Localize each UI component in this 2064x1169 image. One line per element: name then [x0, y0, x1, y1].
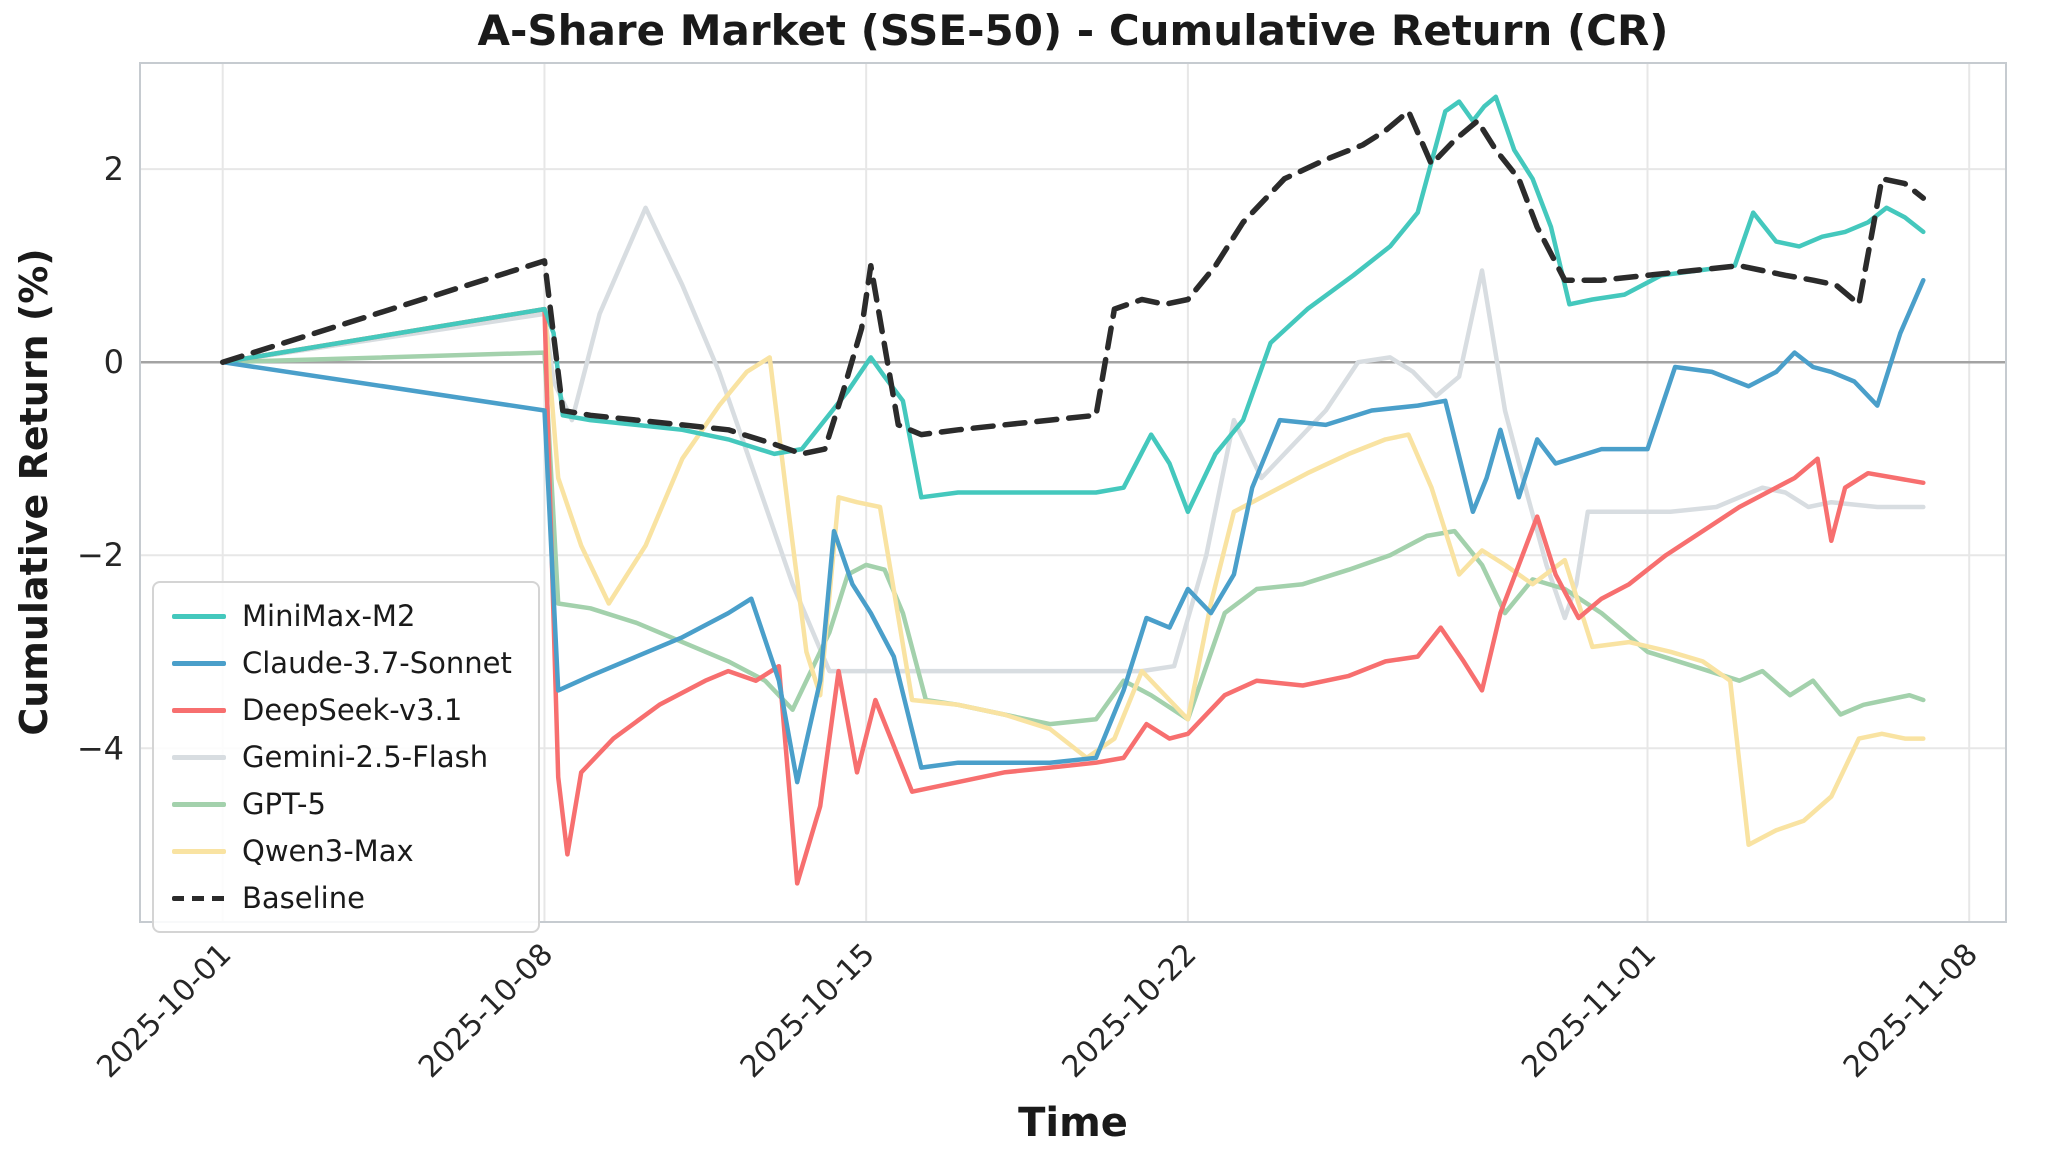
y-tick-label: 2 [104, 150, 124, 188]
legend-item-Baseline: Baseline [172, 881, 512, 915]
series-line-Claude-3.7-Sonnet [220, 277, 1926, 785]
y-tick-label: −4 [77, 729, 124, 767]
x-tick-label: 2025-10-01 [90, 937, 238, 1085]
series-line-Gemini-2.5-Flash [220, 205, 1926, 674]
legend-label: GPT-5 [242, 787, 326, 821]
legend-label: MiniMax-M2 [242, 599, 416, 633]
series-line-Qwen3-Max [220, 306, 1926, 848]
legend-label: Baseline [242, 881, 365, 915]
legend-swatch-line [172, 801, 226, 807]
x-tick-label: 2025-11-01 [1515, 937, 1663, 1085]
legend-swatch-line [172, 660, 226, 666]
series-line-Baseline [219, 108, 1927, 457]
x-tick-label: 2025-11-08 [1837, 937, 1985, 1085]
legend-swatch-line [172, 754, 226, 760]
legend-label: Qwen3-Max [242, 834, 414, 868]
y-tick-label: 0 [104, 343, 124, 381]
x-tick-label: 2025-10-08 [412, 937, 560, 1085]
series-line-DeepSeek-v3.1 [220, 306, 1926, 886]
legend-item-MiniMax-M2: MiniMax-M2 [172, 599, 512, 633]
plot-border [139, 62, 2007, 923]
legend-item-Qwen3-Max: Qwen3-Max [172, 834, 512, 868]
series-line-GPT-5 [220, 350, 1926, 727]
legend-swatch-line [172, 707, 226, 713]
x-tick-label: 2025-10-15 [734, 937, 882, 1085]
legend-swatch-line [172, 613, 226, 619]
legend-swatch-dashed-line [172, 895, 226, 901]
legend-item-Gemini-2.5-Flash: Gemini-2.5-Flash [172, 740, 512, 774]
legend-item-Claude-3.7-Sonnet: Claude-3.7-Sonnet [172, 646, 512, 680]
legend-item-DeepSeek-v3.1: DeepSeek-v3.1 [172, 693, 512, 727]
chart-title: A-Share Market (SSE-50) - Cumulative Ret… [477, 6, 1669, 55]
x-tick-label: 2025-10-22 [1056, 937, 1204, 1085]
legend: MiniMax-M2 Claude-3.7-Sonnet DeepSeek-v3.1… [152, 581, 540, 933]
legend-label: Claude-3.7-Sonnet [242, 646, 512, 680]
series-line-MiniMax-M2 [220, 94, 1926, 515]
legend-item-GPT-5: GPT-5 [172, 787, 512, 821]
x-axis-label: Time [1018, 1100, 1128, 1146]
legend-swatch-line [172, 848, 226, 854]
y-tick-label: −2 [77, 536, 124, 574]
legend-label: Gemini-2.5-Flash [242, 740, 489, 774]
legend-label: DeepSeek-v3.1 [242, 693, 463, 727]
